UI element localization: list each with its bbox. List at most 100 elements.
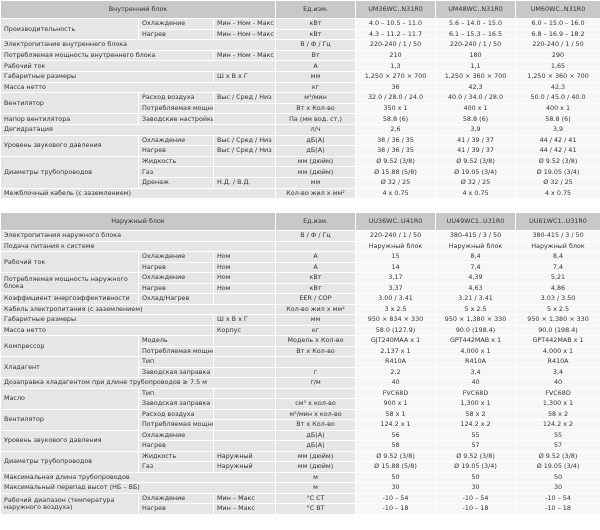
sub-param: Модель — [138, 335, 214, 347]
mode: Корпус — [212, 324, 277, 336]
cell — [275, 387, 357, 399]
unit: Вт — [275, 49, 357, 62]
unit: кВт — [275, 272, 357, 284]
sub-param: Газ — [138, 166, 214, 178]
model-name: UU36WC..U41R0 — [355, 212, 437, 231]
unit: дБ(А) — [275, 145, 357, 157]
unit: Кол-во жил x мм² — [275, 187, 357, 200]
header-row: Внутренний блок Ед.изм. UM36WC..N31R0 UM48W… — [0, 0, 600, 19]
mode: Выс / Сред / Низ — [212, 145, 277, 157]
unit: мм (дюйм) — [275, 461, 357, 473]
unit: °C ВТ — [275, 503, 357, 515]
spec-row: Уровень звукового давления Охлаждение Выс … — [0, 134, 600, 157]
unit: Вт x Кол-во — [275, 345, 357, 357]
sub-param: Тип — [138, 356, 214, 368]
param-name: Вентилятор — [0, 92, 139, 115]
mode: Мин - Ном - Макс — [212, 28, 277, 41]
value: Ø 19.05 (3/4) — [435, 461, 517, 473]
spec-row: Максимальный перепад высот (НБ – ВБ) м 30 3… — [0, 482, 600, 494]
value: 42,3 — [515, 81, 600, 94]
sub-param: Нагрев — [138, 261, 214, 273]
value: 4.0 – 10.5 – 11.0 — [355, 18, 437, 30]
value: 90.0 (198.4) — [435, 324, 517, 336]
unit: мм — [275, 70, 357, 83]
spec-row: Хладагент Тип R410A R410A R410A — [0, 356, 600, 378]
spec-row: Нагрев дБ(А) 58 57 57 — [1, 440, 600, 452]
unit: EER / COP — [275, 293, 357, 305]
spec-row: Кабель электропитания (с заземлением) Кол… — [0, 303, 600, 315]
sub-param: Охлаждение — [138, 251, 214, 263]
unit: мм (дюйм) — [275, 166, 357, 178]
sub-param: Заводская заправка — [138, 398, 214, 410]
value: 55 — [515, 429, 600, 441]
unit: °C СТ — [275, 492, 357, 504]
cell — [212, 166, 277, 178]
value: FVC68D — [435, 387, 517, 399]
spec-row: Вентилятор Расход воздуха м³/мин x кол-во 5… — [0, 408, 600, 431]
spec-table: Наружный блок Ед.изм. UU36WC..U41R0 UU49WC1… — [0, 212, 600, 515]
value: 4 x 0.75 — [515, 187, 600, 200]
value: 38 / 36 / 35 — [355, 145, 437, 157]
value: Ø 19.05 (3/4) — [435, 166, 517, 178]
value: 57 — [515, 440, 600, 452]
sub-param: Охлаждение — [138, 134, 214, 147]
value: GPT442MAB x 1 — [515, 335, 600, 347]
value: 50 — [435, 471, 517, 483]
unit: см³ x кол-во — [275, 398, 357, 410]
value: 5 x 2.5 — [435, 303, 517, 315]
unit: В / Ф / Гц — [275, 39, 357, 51]
value: 950 × 834 × 330 — [355, 314, 437, 326]
value: Ø 19.05 (3/4) — [515, 461, 600, 473]
param-name: Диаметры трубопроводов — [0, 155, 139, 189]
spec-row: Диаметры трубопроводов Жидкость мм (дюйм) Ø… — [0, 155, 600, 189]
unit: кВт — [275, 28, 357, 41]
cell — [212, 113, 277, 125]
sub-param: Нагрев — [138, 503, 214, 515]
value: 30 — [355, 482, 437, 494]
value: 58 x 2 — [515, 408, 600, 420]
header-title: Внутренний блок — [0, 0, 277, 19]
value: 5,21 — [515, 272, 600, 284]
value: 14 — [355, 261, 437, 273]
value: Ø 9.52 (3/8) — [355, 155, 437, 168]
spec-row: Коэффициент энергоэффективности Охлад/Наг… — [0, 293, 600, 305]
spec-row: Межблочный кабель (с заземлением) Кол-во … — [0, 187, 600, 200]
unit: Па (мм вод. ст.) — [275, 113, 357, 125]
sub-param: Заводские настройки — [138, 113, 214, 125]
value: 2,2 — [355, 366, 437, 378]
value: 220-240 / 1 / 50 — [435, 39, 517, 51]
value: 220-240 / 1 / 50 — [515, 39, 600, 51]
unit: В / Ф / Гц — [275, 230, 357, 242]
spec-row: Вентилятор Расход воздуха Выс / Сред / Низ… — [0, 92, 600, 115]
unit: г — [275, 366, 357, 378]
value: 40.0 / 34.0 / 28.0 — [435, 92, 517, 104]
mode: Ш x В x Г — [212, 70, 277, 83]
value: 1,65 — [515, 60, 600, 72]
value: 3,4 — [515, 366, 600, 378]
sub-param: Охлад/Нагрев — [138, 293, 214, 305]
value: 36 — [355, 81, 437, 94]
value: 1,300 x 1 — [435, 398, 517, 410]
spec-row: Потребляемая мощность наружного блока Охл… — [0, 272, 600, 294]
value: 50 — [515, 471, 600, 483]
unit: м³/мин — [275, 92, 357, 104]
value: 2,137 x 1 — [355, 345, 437, 357]
value: 58.0 (127.9) — [355, 324, 437, 336]
value: Ø 9.52 (3/8) — [355, 450, 437, 462]
spec-row: Дозаправка хладагентом при длине трубопр… — [0, 377, 600, 389]
unit: А — [275, 261, 357, 273]
model-name: UM36WC..N31R0 — [355, 0, 437, 19]
sub-param: Жидкость — [138, 155, 214, 168]
sub-param: Потребляемая мощность — [138, 102, 214, 115]
spec-row: Газ Наружный мм (дюйм) Ø 15.88 (5/8) Ø 19.05… — [1, 461, 600, 473]
spec-row: Нагрев Выс / Сред / Низ дБ(А) 38 / 36 / 35 4… — [1, 145, 600, 157]
value: Ø 9.52 (3/8) — [515, 450, 600, 462]
model-name: UM48WC..N31R0 — [435, 0, 517, 19]
unit: г/м — [275, 377, 357, 389]
value: 38 / 36 / 35 — [355, 134, 437, 147]
header-row: Наружный блок Ед.изм. UU36WC..U41R0 UU49WC1… — [0, 212, 600, 231]
unit: кВт — [275, 18, 357, 30]
param-name: Уровень звукового давления — [0, 134, 139, 157]
value: 56 — [355, 429, 437, 441]
sub-param: Охлаждение — [138, 272, 214, 284]
